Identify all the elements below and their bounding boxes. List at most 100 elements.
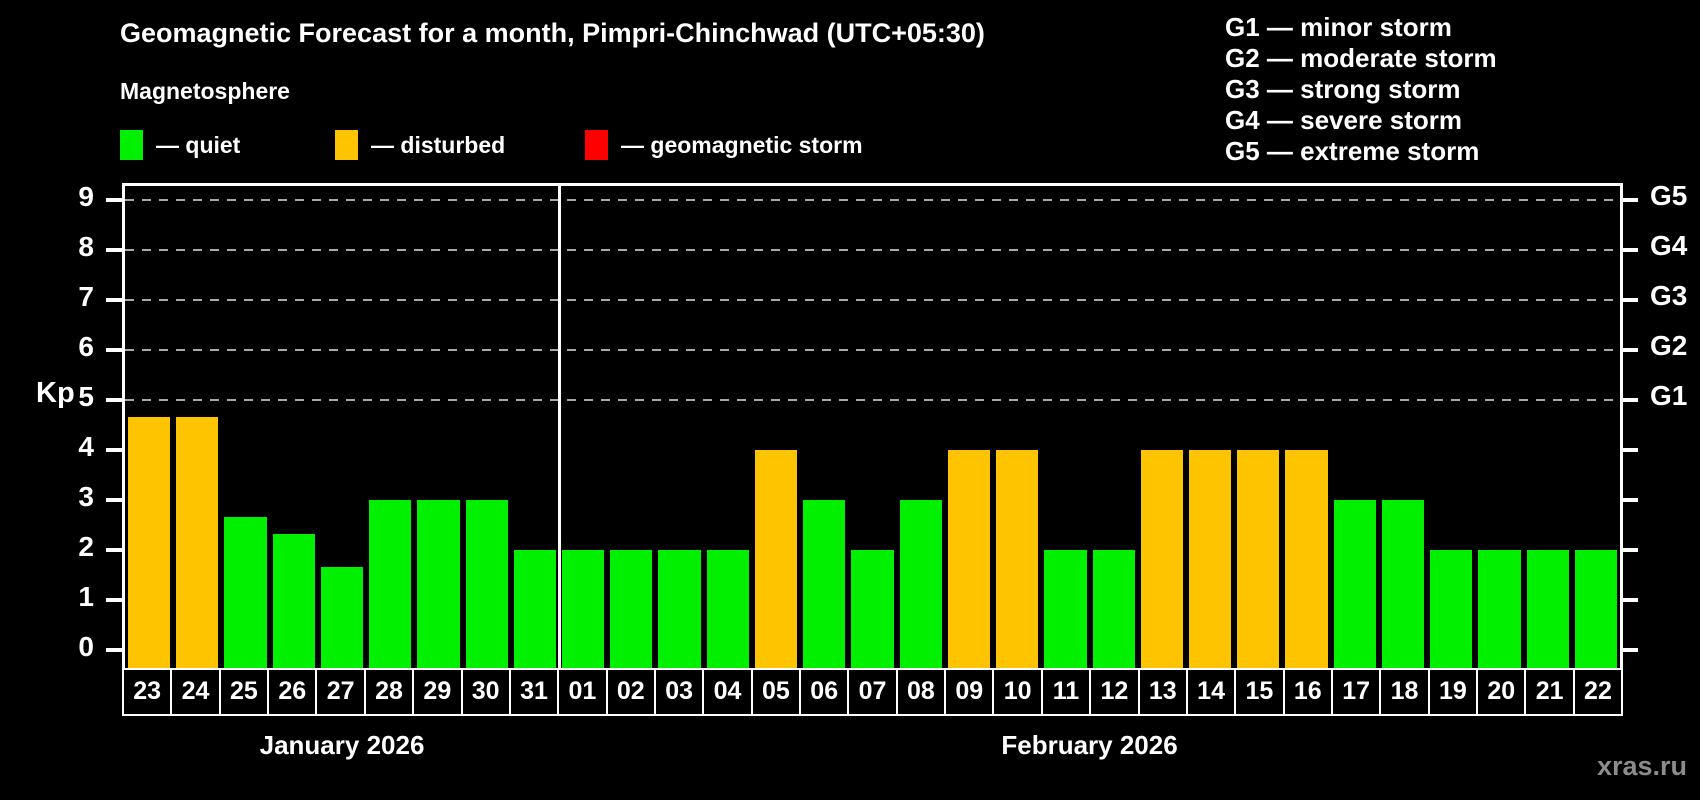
day-box-10: 10 — [992, 668, 1043, 716]
bar-day-02 — [610, 550, 653, 668]
bar-day-31 — [513, 550, 557, 668]
g-scale-line-g1: G1 — minor storm — [1225, 12, 1452, 42]
day-box-12: 12 — [1089, 668, 1140, 716]
bar-day-18 — [1381, 500, 1425, 668]
day-box-19: 19 — [1427, 668, 1479, 716]
g-scale-line-g5: G5 — extreme storm — [1225, 136, 1480, 166]
bar-day-26 — [272, 533, 315, 668]
y-tick-left-1 — [106, 598, 122, 602]
y-tick-left-8 — [106, 248, 122, 252]
bar-day-17 — [1333, 500, 1376, 668]
day-box-02: 02 — [605, 668, 656, 716]
y-tick-label-7: 7 — [78, 281, 94, 312]
y-tick-left-4 — [106, 448, 122, 452]
legend-item-quiet: — quiet — [120, 128, 240, 162]
y-tick-right-5 — [1622, 398, 1638, 402]
watermark: xras.ru — [1596, 751, 1687, 781]
legend-label-disturbed: — disturbed — [371, 131, 506, 158]
y-tick-left-3 — [106, 498, 122, 502]
bar-day-20 — [1478, 550, 1521, 668]
day-box-26: 26 — [267, 668, 318, 716]
gridline-kp5 — [125, 399, 1620, 401]
gridline-kp7 — [125, 299, 1620, 301]
bar-day-22 — [1574, 550, 1617, 668]
chart-title: Geomagnetic Forecast for a month, Pimpri… — [120, 18, 985, 48]
y-tick-left-7 — [106, 298, 122, 302]
day-box-25: 25 — [218, 668, 270, 716]
day-box-22: 22 — [1572, 668, 1624, 716]
bar-day-03 — [658, 550, 701, 668]
day-box-20: 20 — [1476, 668, 1527, 716]
y-tick-left-2 — [106, 548, 122, 552]
legend-item-disturbed: — disturbed — [335, 128, 505, 162]
day-box-14: 14 — [1185, 668, 1237, 716]
day-box-18: 18 — [1379, 668, 1430, 716]
y-tick-right-4 — [1622, 448, 1638, 452]
day-box-28: 28 — [363, 668, 415, 716]
bar-day-30 — [465, 500, 508, 668]
y-tick-label-4: 4 — [78, 431, 94, 462]
gridline-kp9 — [125, 199, 1620, 201]
y-tick-label-8: 8 — [78, 231, 94, 262]
magnetosphere-label: Magnetosphere — [120, 78, 290, 104]
plot-area — [122, 183, 1623, 668]
y-tick-label-6: 6 — [78, 331, 94, 362]
legend-label-quiet: — quiet — [156, 131, 241, 158]
day-box-09: 09 — [944, 668, 995, 716]
bar-day-09 — [947, 450, 991, 668]
bar-day-07 — [851, 550, 894, 668]
day-box-13: 13 — [1137, 668, 1188, 716]
day-box-03: 03 — [653, 668, 705, 716]
y-tick-right-6 — [1622, 348, 1638, 352]
bar-day-28 — [369, 500, 412, 668]
legend-label-storm: — geomagnetic storm — [621, 131, 863, 158]
day-axis: 23 24 25 26 27 28 29 30 31 01 02 03 04 05 06 07 08 09 10 11… — [122, 668, 1624, 716]
bar-day-01 — [562, 550, 605, 668]
day-box-15: 15 — [1234, 668, 1285, 716]
y-tick-left-5 — [106, 398, 122, 402]
day-box-08: 08 — [895, 668, 947, 716]
bar-day-16 — [1285, 450, 1328, 668]
y-tick-label-1: 1 — [78, 581, 94, 612]
bar-day-08 — [899, 500, 942, 668]
day-box-29: 29 — [412, 668, 463, 716]
y-tick-right-3 — [1622, 498, 1638, 502]
gridline-kp8 — [125, 249, 1620, 251]
day-box-21: 21 — [1524, 668, 1575, 716]
bar-day-23 — [128, 416, 171, 668]
month-label: February 2026 — [1001, 730, 1178, 760]
y-tick-right-1 — [1622, 598, 1638, 602]
g-scale-line-g4: G4 — severe storm — [1225, 105, 1463, 135]
legend-item-storm: — geomagnetic storm — [585, 128, 863, 162]
bar-day-14 — [1188, 450, 1232, 668]
g-axis-label-g2: G2 — [1650, 330, 1688, 361]
month-label: January 2026 — [259, 730, 425, 760]
bar-day-15 — [1237, 450, 1280, 668]
bar-day-19 — [1430, 550, 1473, 668]
bar-day-25 — [224, 516, 267, 668]
day-box-31: 31 — [508, 668, 560, 716]
g-scale-line-g3: G3 — strong storm — [1225, 74, 1461, 104]
y-tick-label-0: 0 — [78, 631, 94, 662]
day-box-07: 07 — [847, 668, 898, 716]
y-tick-right-9 — [1622, 198, 1638, 202]
y-tick-label-2: 2 — [78, 531, 94, 562]
disturbed-swatch — [335, 130, 358, 160]
day-box-04: 04 — [702, 668, 753, 716]
month-separator — [557, 186, 561, 668]
g-scale-line-g2: G2 — moderate storm — [1225, 43, 1497, 73]
bar-day-12 — [1092, 550, 1135, 668]
g-axis-label-g4: G4 — [1650, 230, 1688, 261]
quiet-swatch — [120, 130, 143, 160]
g-axis-label-g1: G1 — [1650, 380, 1688, 411]
day-box-23: 23 — [122, 668, 173, 716]
bar-day-04 — [706, 550, 749, 668]
bar-day-11 — [1044, 550, 1087, 668]
day-box-27: 27 — [315, 668, 366, 716]
g-scale-legend: G1 — minor storm G2 — moderate storm G3 … — [1225, 12, 1497, 167]
bar-day-06 — [803, 500, 846, 668]
bar-day-29 — [417, 500, 460, 668]
g-axis-label-g5: G5 — [1650, 180, 1688, 211]
day-box-30: 30 — [460, 668, 511, 716]
